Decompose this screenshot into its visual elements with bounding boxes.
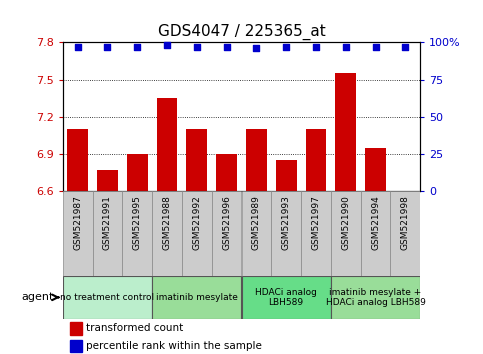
Bar [390,191,420,276]
Bar [70,340,83,352]
Point [401,44,409,50]
Point [104,44,112,50]
Text: percentile rank within the sample: percentile rank within the sample [86,341,262,351]
Title: GDS4047 / 225365_at: GDS4047 / 225365_at [157,23,326,40]
Bar [301,191,331,276]
Bar [242,191,271,276]
Text: GSM521992: GSM521992 [192,195,201,250]
Bar [276,160,297,191]
Text: imatinib mesylate: imatinib mesylate [156,293,238,302]
Bar [152,191,182,276]
Text: GSM521991: GSM521991 [103,195,112,250]
Point [74,44,82,50]
Text: GSM521988: GSM521988 [163,195,171,250]
Bar [93,191,122,276]
Text: GSM521987: GSM521987 [73,195,82,250]
Bar [186,129,207,191]
Bar [242,276,331,319]
Bar [246,129,267,191]
Bar [152,276,242,319]
Bar [306,129,327,191]
Point [163,42,171,48]
Text: GSM521996: GSM521996 [222,195,231,250]
Bar [97,170,118,191]
Bar [216,154,237,191]
Text: GSM521990: GSM521990 [341,195,350,250]
Point [223,44,230,50]
Bar [365,148,386,191]
Text: GSM521993: GSM521993 [282,195,291,250]
Bar [67,129,88,191]
Bar [271,191,301,276]
Bar [361,191,390,276]
Bar [70,322,83,335]
Bar [182,191,212,276]
Bar [122,191,152,276]
Point [312,44,320,50]
Bar [156,98,177,191]
Text: imatinib mesylate +
HDACi analog LBH589: imatinib mesylate + HDACi analog LBH589 [326,288,426,307]
Point [342,44,350,50]
Text: agent: agent [21,292,54,302]
Bar [127,154,148,191]
Bar [212,191,242,276]
Point [372,44,380,50]
Text: GSM521995: GSM521995 [133,195,142,250]
Bar [335,73,356,191]
Point [193,44,201,50]
Text: GSM521994: GSM521994 [371,195,380,250]
Point [282,44,290,50]
Bar [331,191,361,276]
Text: transformed count: transformed count [86,323,183,333]
Text: GSM521989: GSM521989 [252,195,261,250]
Bar [63,191,93,276]
Text: HDACi analog
LBH589: HDACi analog LBH589 [255,288,317,307]
Point [133,44,141,50]
Bar [331,276,420,319]
Text: no treatment control: no treatment control [60,293,155,302]
Text: GSM521997: GSM521997 [312,195,320,250]
Point [253,46,260,51]
Bar [63,276,152,319]
Text: GSM521998: GSM521998 [401,195,410,250]
